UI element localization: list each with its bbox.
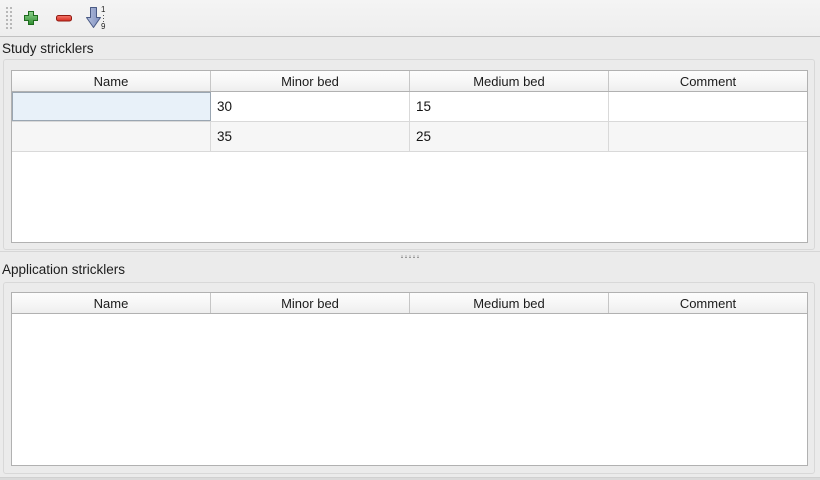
- cell-minor-bed[interactable]: 35: [211, 122, 410, 151]
- column-header-name[interactable]: Name: [12, 71, 211, 91]
- sort-digit-bottom: 9: [101, 22, 106, 31]
- sort-numeric-icon: 1 9: [85, 4, 109, 32]
- column-header-comment[interactable]: Comment: [679, 295, 737, 311]
- plus-icon: [22, 9, 40, 27]
- column-header-medium-bed[interactable]: Medium bed: [410, 71, 609, 91]
- add-row-button[interactable]: [17, 3, 45, 33]
- sort-digit-top: 1: [101, 5, 106, 14]
- cell-comment[interactable]: [609, 92, 807, 121]
- cell-comment[interactable]: [609, 122, 807, 151]
- application-section-label: Application stricklers: [2, 262, 126, 277]
- column-header-minor-bed[interactable]: Minor bed: [211, 293, 410, 313]
- minus-icon: [55, 9, 73, 27]
- splitter-handle[interactable]: [0, 251, 820, 260]
- table-row: 35 25: [12, 122, 807, 152]
- cell-medium-bed[interactable]: 25: [410, 122, 609, 151]
- table-header-row: Name Minor bed Medium bed Comment: [12, 293, 807, 314]
- window-bottom-edge: [0, 477, 820, 480]
- cell-name-editor[interactable]: [12, 92, 211, 121]
- application-stricklers-table: Name Minor bed Medium bed Comment: [11, 292, 808, 466]
- column-header-minor-bed[interactable]: Minor bed: [211, 71, 410, 91]
- study-stricklers-table: Name Minor bed Medium bed Comment 30 15 35 25: [11, 70, 808, 243]
- table-row: 30 15: [12, 92, 807, 122]
- cell-medium-bed[interactable]: 15: [410, 92, 609, 121]
- table-body[interactable]: 30 15 35 25: [12, 92, 807, 152]
- sort-rows-button[interactable]: 1 9: [83, 3, 111, 33]
- column-header-name[interactable]: Name: [12, 293, 211, 313]
- table-header-row: Name Minor bed Medium bed Comment: [12, 71, 807, 92]
- toolbar: 1 9: [0, 0, 820, 37]
- cell-minor-bed[interactable]: 30: [211, 92, 410, 121]
- toolbar-drag-handle[interactable]: [4, 5, 12, 31]
- splitter-grip-dots-icon: [400, 255, 419, 258]
- column-header-medium-bed[interactable]: Medium bed: [410, 293, 609, 313]
- cell-name[interactable]: [12, 122, 211, 151]
- column-header-comment[interactable]: Comment: [679, 73, 737, 89]
- study-section-label: Study stricklers: [2, 41, 94, 56]
- remove-row-button[interactable]: [50, 3, 78, 33]
